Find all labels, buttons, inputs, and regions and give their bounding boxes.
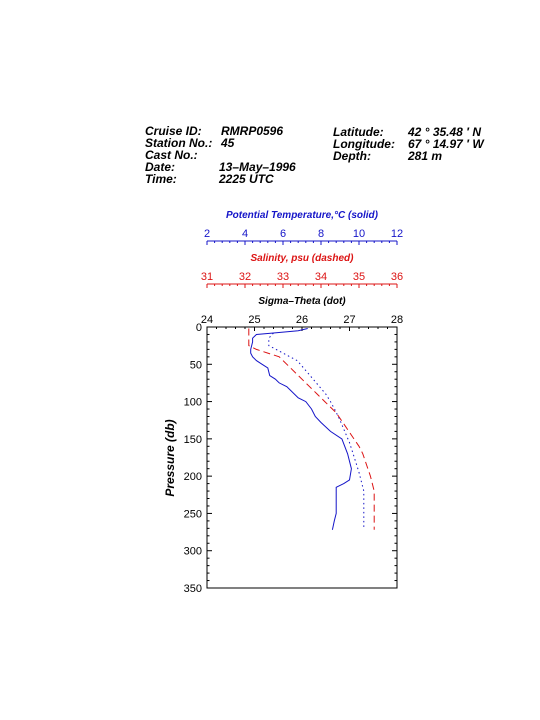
axis-title-salinity: Salinity, psu (dashed) xyxy=(251,253,355,264)
tick-label: 2 xyxy=(204,228,210,240)
y-axis-title: Pressure (db) xyxy=(163,419,177,496)
header-label: Cruise ID: xyxy=(145,124,202,138)
tick-label: 50 xyxy=(190,359,202,371)
tick-label: 32 xyxy=(239,271,251,283)
tick-label: 100 xyxy=(184,397,202,409)
tick-label: 150 xyxy=(184,434,202,446)
header-label: Station No.: xyxy=(145,136,212,150)
tick-label: 25 xyxy=(248,314,260,326)
header-label: Date: xyxy=(145,160,175,174)
axis-title-sigma: Sigma–Theta (dot) xyxy=(258,296,346,307)
header-label: Latitude: xyxy=(333,125,384,139)
tick-label: 0 xyxy=(196,322,202,334)
tick-label: 36 xyxy=(391,271,403,283)
header-label: Depth: xyxy=(333,149,371,163)
tick-label: 8 xyxy=(318,228,324,240)
tick-label: 31 xyxy=(201,271,213,283)
station-header: Cruise ID: RMRP0596 Station No.: 45 Cast No.… xyxy=(145,124,485,186)
tick-label: 33 xyxy=(277,271,289,283)
chart-series xyxy=(248,328,375,530)
header-value: 281 m xyxy=(407,149,442,163)
axis-temperature: Potential Temperature,°C (solid) 2 4 6 8 10 12 xyxy=(204,210,403,245)
axis-sigma: Sigma–Theta (dot) 24 25 26 27 28 xyxy=(201,296,403,331)
tick-label: 24 xyxy=(201,314,213,326)
tick-label: 35 xyxy=(353,271,365,283)
axis-title-temperature: Potential Temperature,°C (solid) xyxy=(226,210,379,221)
tick-label: 28 xyxy=(391,314,403,326)
tick-label: 26 xyxy=(296,314,308,326)
series-line-salinity xyxy=(248,328,375,530)
tick-label: 350 xyxy=(184,583,202,595)
series-line-temperature xyxy=(250,328,352,530)
header-value: 45 xyxy=(220,136,235,150)
tick-label: 27 xyxy=(343,314,355,326)
chart-axes: Potential Temperature,°C (solid)2 4 6 8 10 12… xyxy=(163,210,403,595)
header-value: 2225 UTC xyxy=(218,172,274,186)
axis-pressure: 0 50 100 150 200 250 300 350 Pressure (db) xyxy=(163,322,397,595)
header-value: 42 ° 35.48 ′ N xyxy=(407,125,481,139)
axis-salinity: Salinity, psu (dashed) 31 32 33 34 35 36 xyxy=(201,253,403,288)
tick-label: 200 xyxy=(184,471,202,483)
series-line-sigma xyxy=(268,332,365,530)
header-value: 67 ° 14.97 ′ W xyxy=(408,137,485,151)
tick-label: 10 xyxy=(353,228,365,240)
tick-label: 12 xyxy=(391,228,403,240)
tick-label: 6 xyxy=(280,228,286,240)
header-label: Time: xyxy=(145,172,177,186)
tick-label: 4 xyxy=(242,228,248,240)
header-label: Longitude: xyxy=(333,137,395,151)
tick-label: 34 xyxy=(315,271,327,283)
header-value: 13–May–1996 xyxy=(219,160,296,174)
tick-label: 250 xyxy=(184,508,202,520)
tick-label: 300 xyxy=(184,546,202,558)
header-label: Cast No.: xyxy=(145,148,198,162)
plot-frame xyxy=(206,326,398,589)
header-value: RMRP0596 xyxy=(221,124,283,138)
